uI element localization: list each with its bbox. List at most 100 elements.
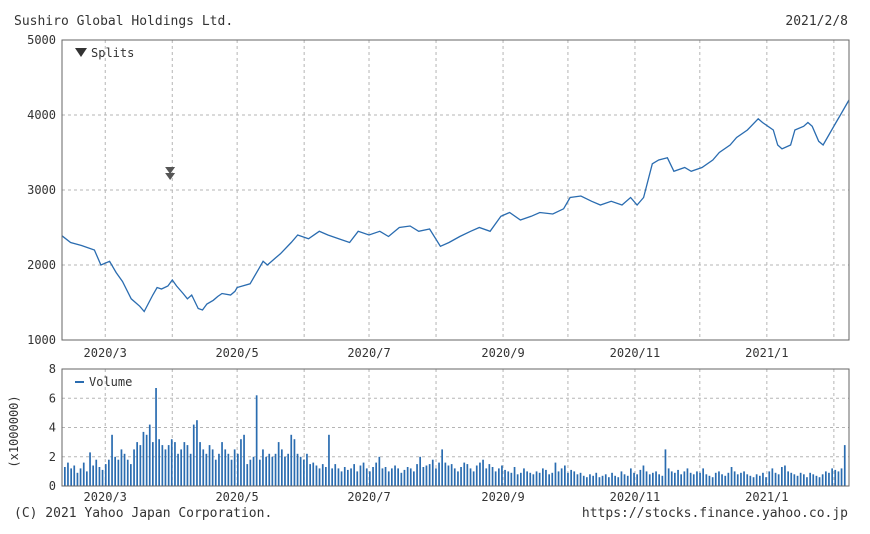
volume-bar [507, 471, 510, 486]
volume-bar [67, 462, 69, 486]
volume-bar [526, 471, 528, 486]
volume-y-tick-label: 2 [49, 450, 56, 464]
volume-bar [601, 475, 604, 486]
volume-bar [667, 468, 670, 486]
volume-plot-frame [61, 368, 850, 487]
volume-bar [463, 462, 466, 486]
volume-bar [796, 475, 799, 486]
volume-bar [252, 456, 255, 487]
volume-bar [453, 468, 456, 486]
volume-bar [350, 468, 352, 486]
volume-bar [812, 474, 815, 486]
volume-bar [554, 462, 557, 486]
volume-bar [724, 475, 727, 486]
volume-bar [840, 468, 843, 486]
volume-bar [595, 472, 598, 486]
volume-bar [237, 453, 239, 486]
volume-bar [281, 449, 283, 486]
volume-bar [749, 475, 752, 486]
down-triangle-icon [75, 48, 87, 57]
volume-bar [265, 456, 267, 487]
volume-bar [158, 439, 160, 486]
volume-bar [843, 445, 846, 486]
volume-bar [472, 471, 475, 486]
volume-bar [86, 471, 88, 486]
volume-bar [309, 464, 311, 486]
volume-bar [736, 474, 739, 486]
volume-bar [551, 472, 554, 486]
volume-bar [117, 459, 120, 486]
volume-bar [101, 469, 104, 486]
volume-bar [658, 474, 660, 486]
volume-bar [208, 445, 211, 486]
volume-bar [394, 465, 396, 486]
volume-bar [837, 471, 840, 486]
volume-bar [214, 459, 217, 486]
volume-bar [765, 477, 767, 486]
volume-bar [523, 468, 525, 486]
price-y-tick-label: 5000 [27, 33, 56, 47]
volume-y-tick-label: 8 [49, 362, 56, 376]
volume-bar [435, 468, 437, 486]
volume-bar [768, 471, 771, 486]
volume-bar [406, 467, 409, 486]
volume-bar [664, 449, 667, 486]
volume-bar [425, 465, 428, 486]
volume-bar [246, 464, 249, 486]
volume-bar [630, 468, 632, 486]
volume-bar [639, 469, 642, 486]
volume-bar [828, 472, 830, 486]
volume-bar [192, 424, 195, 486]
volume-bar [299, 456, 302, 487]
volume-bar [510, 472, 513, 486]
volume-bar [516, 474, 519, 486]
volume-bar [677, 469, 679, 486]
volume-bar [604, 474, 607, 486]
volume-bar [475, 465, 478, 486]
volume-bar [139, 445, 142, 486]
volume-bar [293, 439, 296, 486]
volume-bar [416, 464, 418, 486]
company-title: Sushiro Global Holdings Ltd. [14, 14, 234, 29]
volume-bar [126, 459, 129, 486]
volume-bar [353, 464, 355, 486]
volume-bar [76, 472, 79, 486]
volume-bar [89, 452, 91, 486]
volume-bar [482, 459, 484, 486]
volume-bar [262, 449, 264, 486]
volume-bar [680, 474, 682, 486]
volume-x-tick-label: 2020/3 [84, 490, 127, 504]
volume-bar [652, 472, 654, 486]
volume-bar [538, 472, 541, 486]
price-x-tick-label: 2021/1 [745, 346, 788, 360]
volume-bar [136, 442, 138, 486]
source-url[interactable]: https://stocks.finance.yahoo.co.jp [581, 506, 848, 521]
volume-bar [611, 472, 613, 486]
price-y-tick-label: 2000 [27, 258, 56, 272]
volume-bar [205, 453, 208, 486]
volume-bar [419, 456, 421, 487]
copyright-text: (C) 2021 Yahoo Japan Corporation. [14, 506, 273, 521]
volume-bar [249, 459, 252, 486]
volume-bar [781, 467, 783, 486]
split-marker-icon [165, 167, 176, 174]
volume-bar [513, 467, 516, 486]
volume-bar [227, 453, 230, 486]
volume-bar [582, 475, 585, 486]
volume-x-tick-label: 2020/5 [215, 490, 258, 504]
volume-bar [743, 471, 745, 486]
volume-bar [740, 472, 742, 486]
volume-bar [123, 453, 126, 486]
volume-bar [504, 469, 506, 486]
volume-bar [196, 420, 198, 486]
volume-bar [727, 472, 730, 486]
volume-bar [120, 449, 123, 486]
volume-bar [818, 477, 821, 486]
volume-bar [174, 442, 176, 486]
volume-bar [557, 471, 560, 486]
price-y-tick-label: 1000 [27, 333, 56, 347]
volume-bar [626, 475, 629, 486]
volume-bar [730, 467, 733, 486]
volume-bar [375, 462, 377, 486]
volume-bar [400, 472, 403, 486]
